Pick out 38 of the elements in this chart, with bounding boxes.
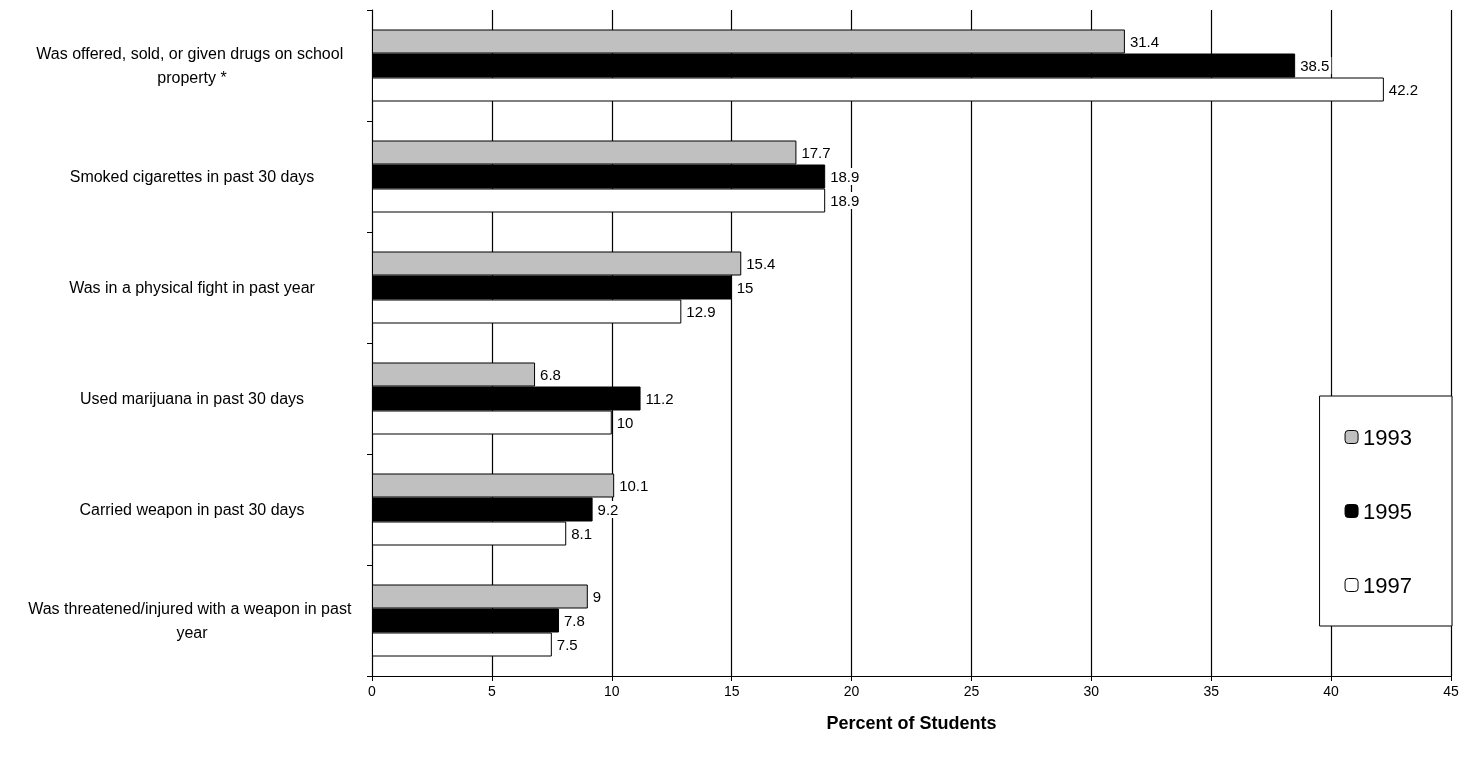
x-tick-label: 40	[1323, 683, 1340, 699]
x-tick-label: 20	[843, 683, 860, 699]
data-label: 9	[592, 588, 602, 605]
data-label: 18.9	[830, 192, 860, 209]
legend-label: 1995	[1363, 498, 1413, 524]
x-tick-label: 35	[1203, 683, 1220, 699]
x-tick-label: 30	[1083, 683, 1100, 699]
data-label: 42.2	[1388, 81, 1419, 98]
data-label: 15.4	[746, 255, 776, 272]
y-tick-label: Carried weapon in past 30 days	[79, 501, 305, 518]
x-tick-label: 15	[723, 683, 740, 699]
y-tick-label: Used marijuana in past 30 days	[79, 390, 305, 407]
y-tick-label: Was in a physical fight in past year	[69, 279, 316, 296]
data-label: 10.1	[619, 477, 649, 494]
data-label: 17.7	[801, 144, 831, 161]
legend-label: 1997	[1363, 572, 1413, 598]
y-tick-label: Smoked cigarettes in past 30 days	[69, 168, 315, 185]
x-tick-label: 0	[368, 683, 377, 699]
data-label: 31.4	[1129, 33, 1160, 50]
data-label: 15	[736, 279, 754, 296]
data-label: 18.9	[830, 168, 860, 185]
x-tick-label: 5	[487, 683, 496, 699]
data-label: 9.2	[597, 501, 619, 518]
data-label: 8.1	[571, 525, 593, 542]
data-label: 7.8	[564, 612, 585, 629]
data-label: 6.8	[540, 366, 561, 383]
legend-label: 1993	[1363, 424, 1413, 450]
x-tick-label: 45	[1443, 683, 1459, 699]
data-label: 12.9	[686, 303, 716, 320]
data-label: 7.5	[556, 636, 578, 653]
data-label: 38.5	[1300, 57, 1330, 74]
data-label: 10	[616, 414, 634, 431]
x-axis-title: Percent of Students	[826, 713, 997, 733]
x-tick-label: 10	[603, 683, 620, 699]
x-tick-label: 25	[963, 683, 980, 699]
y-tick-label: Was offered, sold, or given drugs on school property *	[36, 45, 348, 86]
data-label: 11.2	[645, 390, 674, 407]
y-tick-label: Was threatened/injured with a weapon in past year	[28, 600, 356, 641]
